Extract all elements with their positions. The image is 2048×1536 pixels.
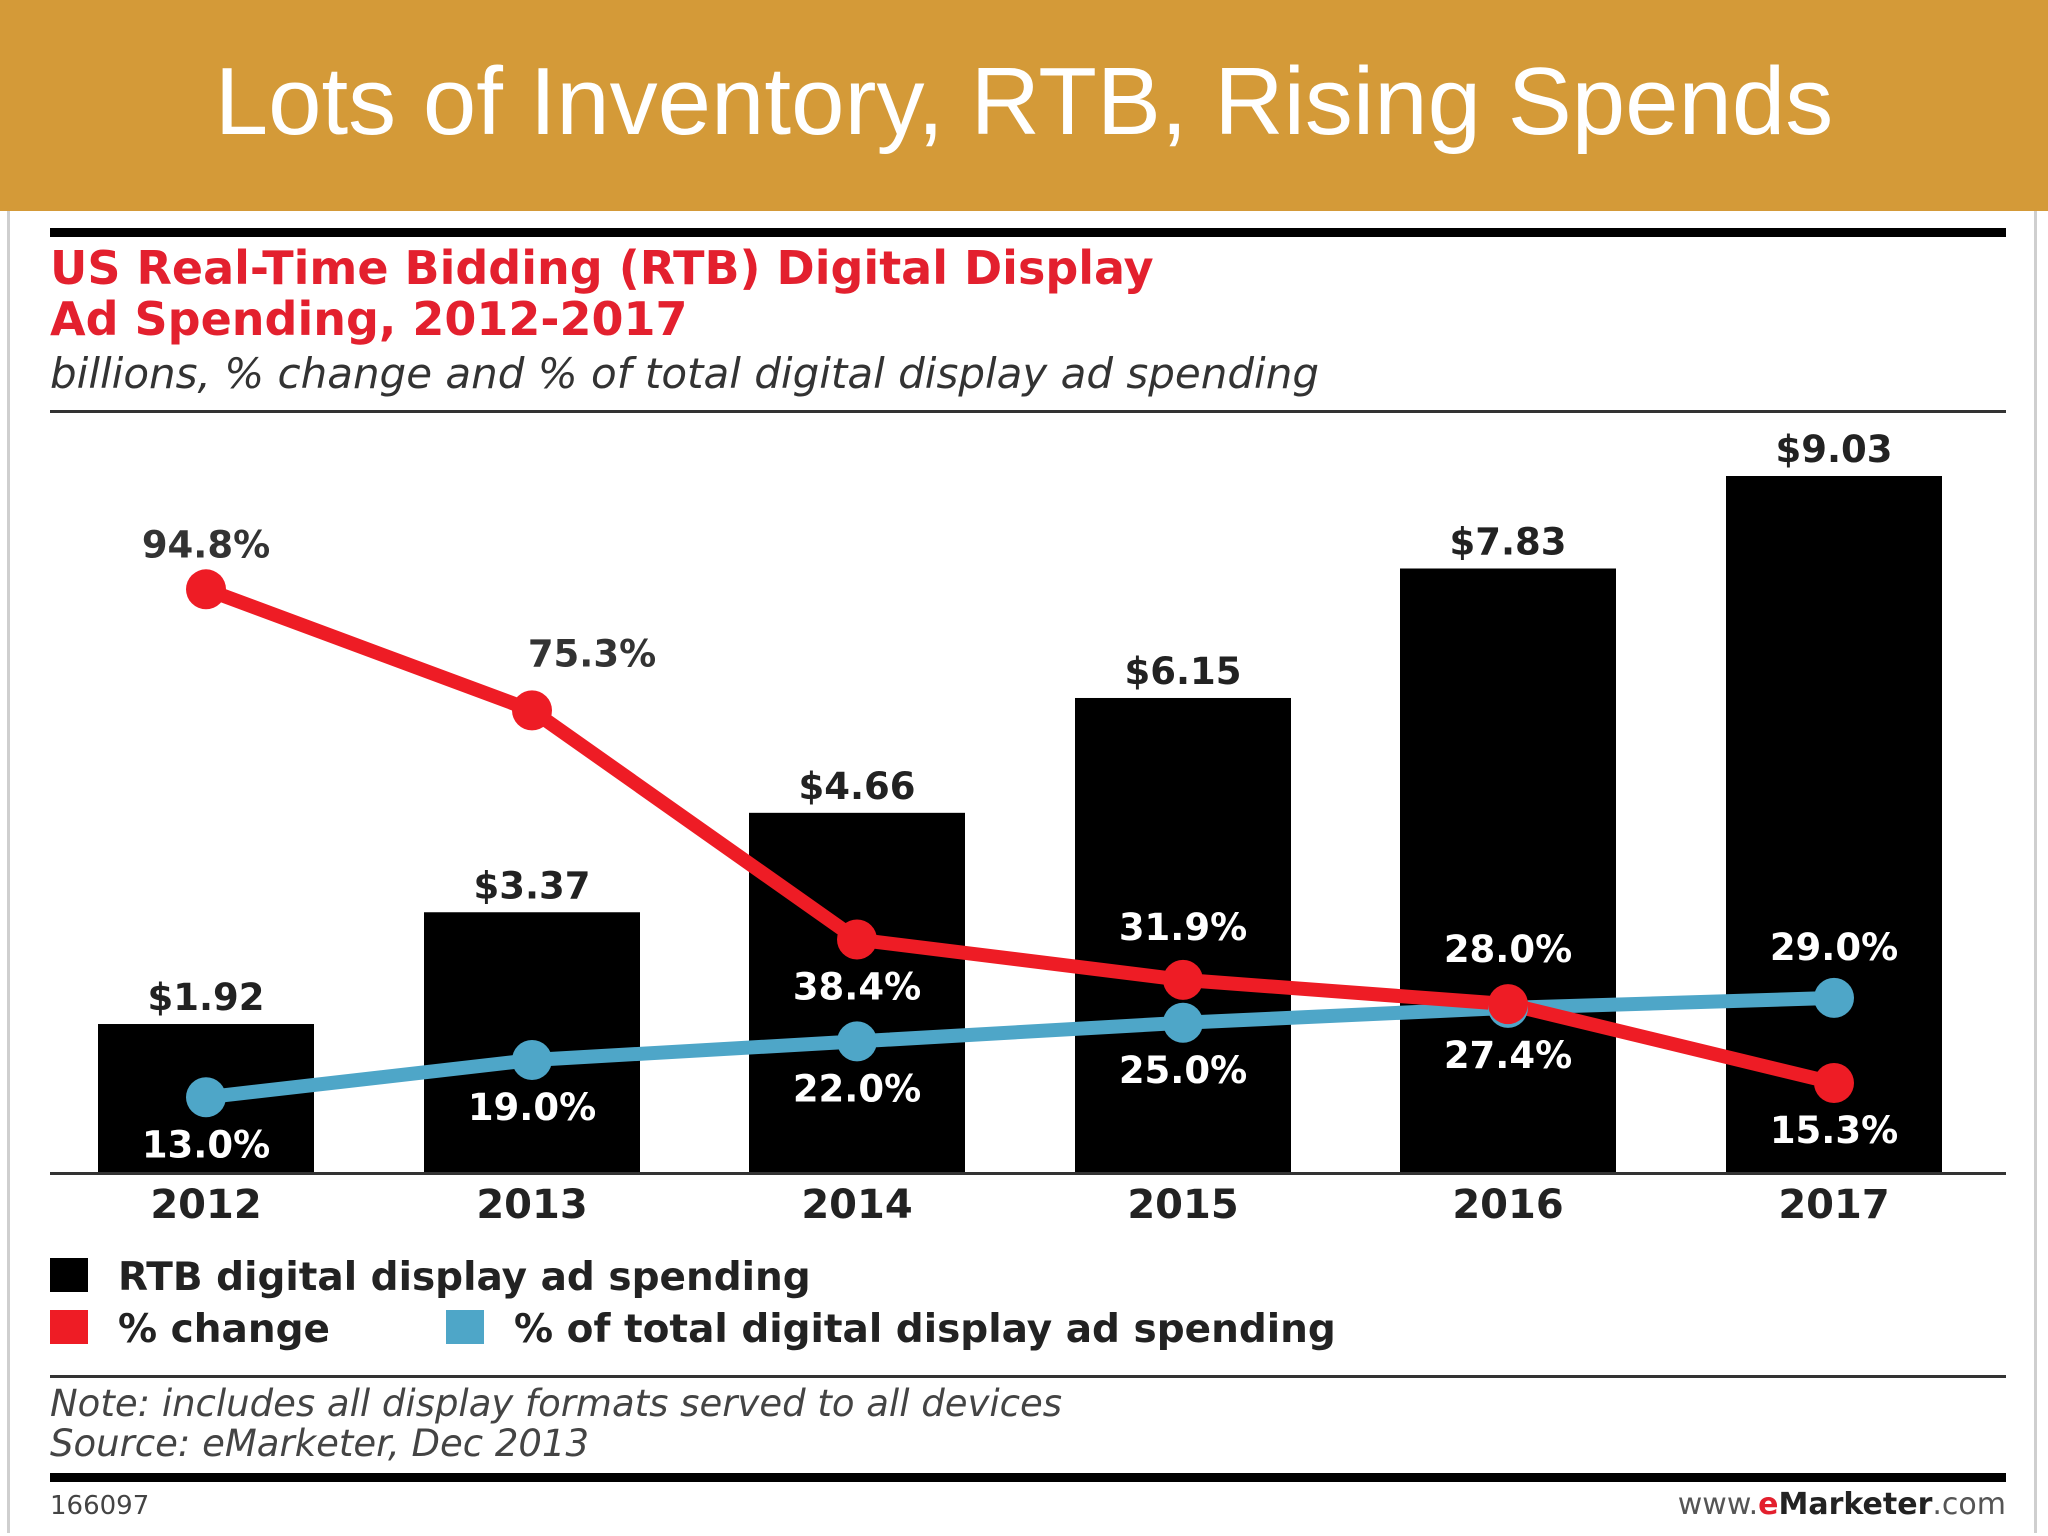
label-share-of-total: 22.0%	[793, 1067, 921, 1110]
note-rule	[50, 1375, 2006, 1378]
bar-2015	[1075, 697, 1291, 1172]
bar-value-label: $9.03	[1775, 428, 1892, 471]
label-percent-change: 31.9%	[1119, 906, 1247, 949]
bar-value-label: $1.92	[147, 976, 264, 1019]
chart-svg: US Real-Time Bidding (RTB) Digital Displ…	[50, 228, 2006, 1522]
chart-source: Source: eMarketer, Dec 2013	[50, 1422, 589, 1465]
point-percent-change	[186, 569, 226, 610]
point-share-of-total	[1163, 1002, 1203, 1043]
line-percent-change	[199, 582, 1841, 1090]
label-share-of-total: 29.0%	[1770, 926, 1898, 969]
label-percent-change: 38.4%	[793, 966, 921, 1009]
footer-url-suffix: .com	[1932, 1487, 2006, 1522]
x-tick-label: 2017	[1778, 1182, 1889, 1228]
legend-swatch-spending	[50, 1258, 88, 1292]
label-percent-change: 28.0%	[1444, 928, 1572, 971]
footer-brand-rest: Marketer	[1779, 1487, 1933, 1522]
x-tick-label: 2012	[150, 1182, 261, 1228]
chart-panel: US Real-Time Bidding (RTB) Digital Displ…	[10, 211, 2034, 1533]
chart-subtitle: billions, % change and % of total digita…	[50, 349, 1319, 398]
x-tick-label: 2014	[801, 1182, 912, 1228]
subtitle-rule	[50, 410, 2006, 413]
legend-label-change: % change	[118, 1307, 330, 1352]
x-tick-label: 2013	[476, 1182, 587, 1228]
line-share-of-total	[199, 990, 1841, 1105]
label-share-of-total: 13.0%	[142, 1123, 270, 1166]
label-share-of-total: 27.4%	[1444, 1034, 1572, 1077]
bar-2014	[749, 812, 965, 1172]
bar-value-label: $6.15	[1124, 650, 1241, 693]
legend-label-spending: RTB digital display ad spending	[118, 1255, 811, 1300]
bar-value-label: $3.37	[473, 864, 590, 907]
footer-url-prefix: www.	[1678, 1487, 1758, 1522]
point-percent-change	[1814, 1062, 1854, 1103]
label-share-of-total: 19.0%	[468, 1086, 596, 1129]
top-rule	[50, 228, 2006, 237]
slide-title: Lots of Inventory, RTB, Rising Spends	[214, 47, 1834, 155]
x-tick-label: 2015	[1127, 1182, 1238, 1228]
point-share-of-total	[837, 1021, 877, 1062]
x-axis-line	[50, 1172, 2006, 1175]
chart-title-line1: US Real-Time Bidding (RTB) Digital Displ…	[50, 241, 1154, 295]
chart-title-line2: Ad Spending, 2012-2017	[50, 292, 688, 346]
chart-note: Note: includes all display formats serve…	[50, 1382, 1062, 1425]
plot-layer: $1.92 $3.37 $4.66 $6.15 $7.83 $9.03 94.8% 75.3%…	[98, 428, 1942, 1172]
bar-2017	[1726, 476, 1942, 1172]
point-percent-change	[1488, 984, 1528, 1025]
chart-id: 166097	[50, 1491, 149, 1521]
label-percent-change: 75.3%	[528, 632, 656, 675]
footer-brand-e: e	[1758, 1487, 1778, 1522]
bottom-rule	[50, 1473, 2006, 1482]
bar-value-label: $4.66	[798, 765, 915, 808]
x-tick-labels: 2012 2013 2014 2015 2016 2017	[150, 1182, 1889, 1228]
bar-value-label: $7.83	[1449, 520, 1566, 563]
label-percent-change: 94.8%	[142, 523, 270, 566]
slide-header: Lots of Inventory, RTB, Rising Spends	[0, 0, 2048, 211]
label-percent-change: 15.3%	[1770, 1109, 1898, 1152]
point-percent-change	[837, 919, 877, 960]
legend-swatch-change	[50, 1310, 88, 1344]
point-percent-change	[512, 690, 552, 731]
point-share-of-total	[512, 1040, 552, 1081]
label-share-of-total: 25.0%	[1119, 1049, 1247, 1092]
point-share-of-total	[1814, 977, 1854, 1018]
bar-2016	[1400, 568, 1616, 1172]
legend-label-share: % of total digital display ad spending	[514, 1307, 1336, 1352]
point-share-of-total	[186, 1077, 226, 1118]
point-percent-change	[1163, 959, 1203, 1000]
legend-swatch-share	[446, 1310, 484, 1344]
x-tick-label: 2016	[1452, 1182, 1563, 1228]
footer-url: www.eMarketer.com	[1678, 1487, 2006, 1522]
